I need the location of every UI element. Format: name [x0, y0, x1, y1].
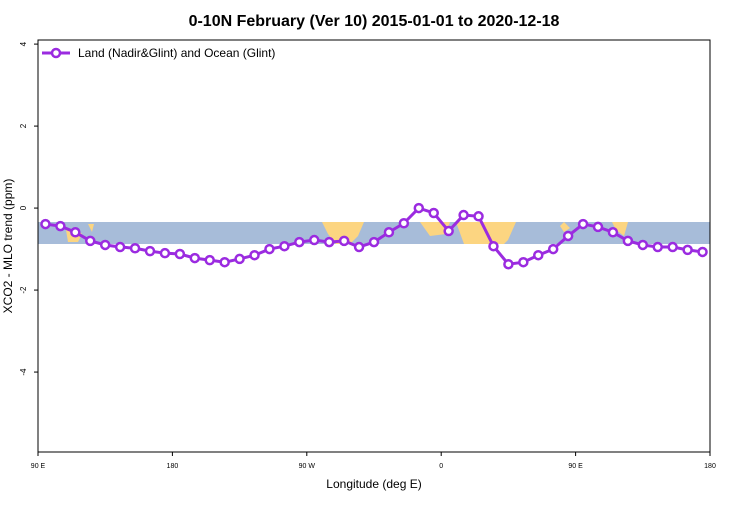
data-point	[323, 236, 335, 248]
data-point	[652, 241, 663, 253]
data-point	[309, 234, 320, 246]
data-point	[234, 253, 245, 265]
data-point	[547, 243, 559, 255]
x-tick-label: 90 E	[568, 463, 583, 470]
data-point	[637, 239, 649, 251]
y-tick-label: 2	[19, 123, 28, 128]
data-point	[55, 220, 66, 232]
data-point	[428, 207, 439, 219]
data-point	[353, 241, 365, 253]
plot-frame	[37, 39, 711, 453]
data-point	[129, 243, 141, 254]
data-point	[144, 245, 156, 257]
data-point	[294, 236, 305, 248]
data-point	[338, 235, 350, 247]
y-tick-label: -2	[19, 286, 28, 294]
data-point	[667, 241, 678, 253]
chart-title: 0-10N February (Ver 10) 2015-01-01 to 20…	[189, 13, 560, 30]
data-point	[70, 227, 81, 238]
data-point	[189, 252, 201, 264]
y-axis-label: XCO2 - MLO trend (ppm)	[1, 179, 15, 314]
data-point	[577, 218, 589, 230]
data-point	[413, 202, 425, 214]
data-point	[204, 254, 215, 266]
map-band	[38, 222, 710, 244]
data-point	[488, 240, 499, 252]
data-point	[159, 247, 171, 259]
data-point	[368, 236, 380, 248]
data-point	[607, 227, 619, 238]
x-axis-label: Longitude (deg E)	[326, 477, 421, 491]
data-point	[458, 209, 469, 221]
data-point	[562, 230, 574, 242]
data-point	[518, 256, 529, 268]
x-tick-label: 90 W	[299, 463, 316, 470]
data-point	[85, 235, 96, 247]
x-tick-label: 180	[704, 463, 716, 470]
x-tick-label: 0	[439, 463, 443, 470]
x-tick-label: 180	[167, 463, 179, 470]
data-point	[443, 225, 454, 237]
data-point	[249, 249, 260, 261]
data-point	[533, 249, 544, 261]
y-tick-label: -4	[19, 368, 28, 376]
data-point	[398, 217, 410, 229]
data-point	[697, 246, 708, 258]
data-point	[473, 211, 484, 222]
y-tick-label: 4	[19, 41, 28, 46]
data-point	[279, 240, 290, 252]
data-point	[174, 248, 186, 260]
data-point	[40, 218, 51, 230]
data-point	[99, 239, 111, 251]
data-point	[114, 241, 126, 253]
y-tick-label: 0	[19, 205, 28, 210]
data-point	[592, 221, 604, 233]
x-tick-label: 90 E	[31, 463, 46, 470]
legend-marker	[50, 47, 62, 59]
data-point	[264, 243, 275, 255]
data-point	[622, 235, 634, 247]
data-point	[383, 227, 395, 238]
data-point	[682, 244, 693, 256]
data-point	[503, 258, 514, 270]
legend-label: Land (Nadir&Glint) and Ocean (Glint)	[78, 46, 275, 60]
data-point	[219, 256, 230, 268]
